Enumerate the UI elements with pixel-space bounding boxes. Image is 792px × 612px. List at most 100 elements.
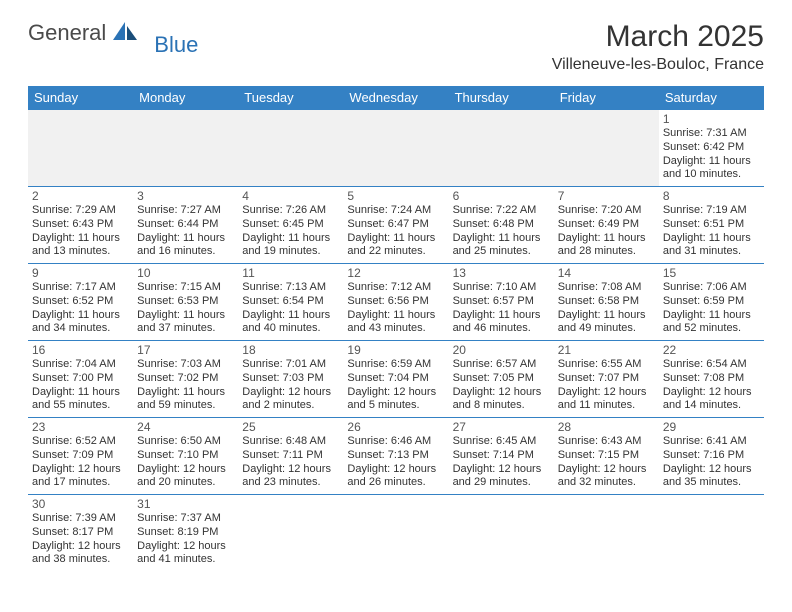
day-info-line: Sunset: 6:44 PM	[137, 218, 234, 232]
day-info-line: Sunrise: 6:55 AM	[558, 358, 655, 372]
day-info-line: Sunrise: 6:54 AM	[663, 358, 760, 372]
day-info: Sunrise: 7:01 AMSunset: 7:03 PMDaylight:…	[242, 358, 339, 413]
day-number: 1	[663, 112, 760, 126]
day-info-line: Daylight: 12 hours	[558, 463, 655, 477]
day-info-line: Sunrise: 6:50 AM	[137, 435, 234, 449]
calendar-cell: 31Sunrise: 7:37 AMSunset: 8:19 PMDayligh…	[133, 495, 238, 572]
day-info-line: Sunset: 6:59 PM	[663, 295, 760, 309]
calendar-cell	[554, 110, 659, 187]
calendar-cell: 12Sunrise: 7:12 AMSunset: 6:56 PMDayligh…	[343, 264, 448, 341]
day-info-line: Sunset: 7:00 PM	[32, 372, 129, 386]
calendar-cell: 7Sunrise: 7:20 AMSunset: 6:49 PMDaylight…	[554, 187, 659, 264]
day-info-line: Sunset: 6:45 PM	[242, 218, 339, 232]
day-number: 13	[453, 266, 550, 280]
day-info: Sunrise: 6:46 AMSunset: 7:13 PMDaylight:…	[347, 435, 444, 490]
day-info-line: Sunset: 6:48 PM	[453, 218, 550, 232]
calendar-cell: 2Sunrise: 7:29 AMSunset: 6:43 PMDaylight…	[28, 187, 133, 264]
calendar-cell: 19Sunrise: 6:59 AMSunset: 7:04 PMDayligh…	[343, 341, 448, 418]
day-info-line: Sunset: 6:56 PM	[347, 295, 444, 309]
calendar-cell	[449, 495, 554, 572]
calendar-cell: 28Sunrise: 6:43 AMSunset: 7:15 PMDayligh…	[554, 418, 659, 495]
calendar-cell	[133, 110, 238, 187]
day-info-line: Sunrise: 7:24 AM	[347, 204, 444, 218]
day-number: 16	[32, 343, 129, 357]
calendar-week: 2Sunrise: 7:29 AMSunset: 6:43 PMDaylight…	[28, 187, 764, 264]
day-number: 12	[347, 266, 444, 280]
day-info-line: Sunset: 7:07 PM	[558, 372, 655, 386]
day-info-line: Sunset: 8:19 PM	[137, 526, 234, 540]
day-info-line: Sunset: 7:10 PM	[137, 449, 234, 463]
day-info-line: Sunset: 7:14 PM	[453, 449, 550, 463]
day-number: 20	[453, 343, 550, 357]
day-info: Sunrise: 7:19 AMSunset: 6:51 PMDaylight:…	[663, 204, 760, 259]
day-info-line: Daylight: 12 hours	[32, 540, 129, 554]
day-info: Sunrise: 7:27 AMSunset: 6:44 PMDaylight:…	[137, 204, 234, 259]
calendar-cell	[449, 110, 554, 187]
day-number: 4	[242, 189, 339, 203]
day-info-line: Sunrise: 7:26 AM	[242, 204, 339, 218]
day-number: 17	[137, 343, 234, 357]
day-number: 22	[663, 343, 760, 357]
calendar-cell: 25Sunrise: 6:48 AMSunset: 7:11 PMDayligh…	[238, 418, 343, 495]
day-info-line: and 22 minutes.	[347, 245, 444, 259]
calendar-cell: 29Sunrise: 6:41 AMSunset: 7:16 PMDayligh…	[659, 418, 764, 495]
day-info: Sunrise: 7:06 AMSunset: 6:59 PMDaylight:…	[663, 281, 760, 336]
day-info-line: and 28 minutes.	[558, 245, 655, 259]
calendar-cell	[659, 495, 764, 572]
day-info-line: Daylight: 11 hours	[453, 309, 550, 323]
day-info-line: Sunrise: 7:06 AM	[663, 281, 760, 295]
day-info-line: and 55 minutes.	[32, 399, 129, 413]
calendar-cell: 5Sunrise: 7:24 AMSunset: 6:47 PMDaylight…	[343, 187, 448, 264]
day-info: Sunrise: 7:31 AMSunset: 6:42 PMDaylight:…	[663, 127, 760, 182]
calendar-cell: 16Sunrise: 7:04 AMSunset: 7:00 PMDayligh…	[28, 341, 133, 418]
calendar-cell	[554, 495, 659, 572]
calendar-week: 9Sunrise: 7:17 AMSunset: 6:52 PMDaylight…	[28, 264, 764, 341]
day-info-line: Daylight: 11 hours	[453, 232, 550, 246]
day-info-line: and 37 minutes.	[137, 322, 234, 336]
day-info-line: Daylight: 12 hours	[242, 386, 339, 400]
calendar-week: 1Sunrise: 7:31 AMSunset: 6:42 PMDaylight…	[28, 110, 764, 187]
day-info-line: Daylight: 11 hours	[242, 309, 339, 323]
day-info-line: Sunset: 7:09 PM	[32, 449, 129, 463]
calendar-cell: 3Sunrise: 7:27 AMSunset: 6:44 PMDaylight…	[133, 187, 238, 264]
day-info-line: and 11 minutes.	[558, 399, 655, 413]
day-info-line: Sunrise: 7:04 AM	[32, 358, 129, 372]
day-info-line: Sunset: 7:11 PM	[242, 449, 339, 463]
day-info-line: Sunset: 6:53 PM	[137, 295, 234, 309]
day-info: Sunrise: 6:48 AMSunset: 7:11 PMDaylight:…	[242, 435, 339, 490]
calendar-cell: 23Sunrise: 6:52 AMSunset: 7:09 PMDayligh…	[28, 418, 133, 495]
day-info-line: Sunset: 6:42 PM	[663, 141, 760, 155]
calendar-body: 1Sunrise: 7:31 AMSunset: 6:42 PMDaylight…	[28, 110, 764, 572]
day-info-line: Sunrise: 7:10 AM	[453, 281, 550, 295]
day-info: Sunrise: 7:37 AMSunset: 8:19 PMDaylight:…	[137, 512, 234, 567]
day-number: 7	[558, 189, 655, 203]
day-number: 2	[32, 189, 129, 203]
location-text: Villeneuve-les-Bouloc, France	[552, 56, 764, 74]
day-info: Sunrise: 7:26 AMSunset: 6:45 PMDaylight:…	[242, 204, 339, 259]
day-info: Sunrise: 6:59 AMSunset: 7:04 PMDaylight:…	[347, 358, 444, 413]
day-info-line: Sunset: 6:49 PM	[558, 218, 655, 232]
day-info-line: Sunrise: 6:59 AM	[347, 358, 444, 372]
day-info-line: Sunset: 6:52 PM	[32, 295, 129, 309]
day-info-line: and 35 minutes.	[663, 476, 760, 490]
day-info: Sunrise: 6:54 AMSunset: 7:08 PMDaylight:…	[663, 358, 760, 413]
day-info-line: and 25 minutes.	[453, 245, 550, 259]
day-info-line: Sunrise: 6:45 AM	[453, 435, 550, 449]
day-info-line: and 46 minutes.	[453, 322, 550, 336]
day-info-line: Sunset: 7:03 PM	[242, 372, 339, 386]
day-info-line: and 10 minutes.	[663, 168, 760, 182]
day-number: 19	[347, 343, 444, 357]
calendar-cell: 17Sunrise: 7:03 AMSunset: 7:02 PMDayligh…	[133, 341, 238, 418]
day-info-line: Sunset: 6:58 PM	[558, 295, 655, 309]
day-info-line: Daylight: 11 hours	[32, 309, 129, 323]
day-info: Sunrise: 7:03 AMSunset: 7:02 PMDaylight:…	[137, 358, 234, 413]
day-info-line: and 17 minutes.	[32, 476, 129, 490]
day-info-line: Daylight: 12 hours	[347, 386, 444, 400]
day-info-line: Sunrise: 7:37 AM	[137, 512, 234, 526]
day-info-line: Sunrise: 7:17 AM	[32, 281, 129, 295]
day-info-line: Daylight: 12 hours	[137, 463, 234, 477]
day-header: Friday	[554, 86, 659, 110]
day-info-line: Sunset: 7:04 PM	[347, 372, 444, 386]
day-info-line: Daylight: 11 hours	[347, 232, 444, 246]
day-number: 11	[242, 266, 339, 280]
